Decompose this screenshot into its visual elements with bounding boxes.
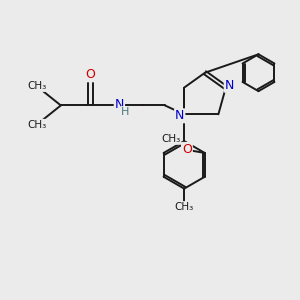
Text: O: O <box>85 68 95 81</box>
Text: N: N <box>115 98 124 111</box>
Text: CH₃: CH₃ <box>175 202 194 212</box>
Text: O: O <box>182 143 192 156</box>
Text: CH₃: CH₃ <box>27 120 47 130</box>
Text: N: N <box>175 109 184 122</box>
Text: CH₃: CH₃ <box>161 134 180 144</box>
Text: CH₃: CH₃ <box>27 81 47 91</box>
Text: N: N <box>225 79 234 92</box>
Text: H: H <box>121 107 130 117</box>
